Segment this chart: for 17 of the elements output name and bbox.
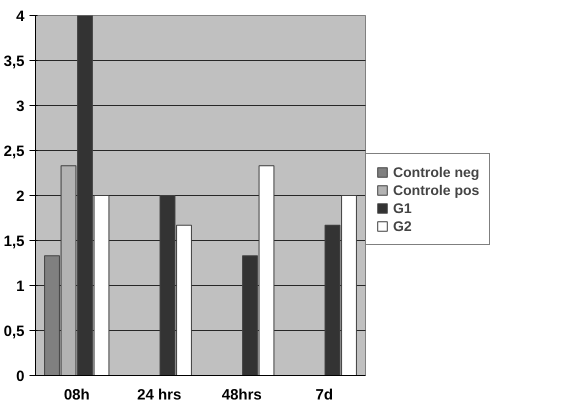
y-tick-label: 4 xyxy=(16,8,26,25)
legend-label: G1 xyxy=(393,200,413,216)
y-tick-label: 1 xyxy=(16,278,24,295)
x-tick-label: 24 hrs xyxy=(137,386,182,404)
y-tick-label: 3 xyxy=(16,98,24,115)
x-tick-label: 48hrs xyxy=(222,386,262,404)
y-tick-label: 3,5 xyxy=(4,53,25,70)
y-tick-label: 1,5 xyxy=(4,233,25,250)
legend-label: Controle pos xyxy=(393,182,480,198)
y-tick-label: 0,5 xyxy=(4,323,25,340)
y-tick-label: 2 xyxy=(16,188,24,205)
x-tick-label: 7d xyxy=(316,386,334,404)
legend-label: G2 xyxy=(393,218,413,234)
y-tick-label: 0 xyxy=(16,368,24,385)
legend-label: Controle neg xyxy=(393,164,480,180)
y-tick-label: 2,5 xyxy=(4,143,25,160)
x-tick-label: 08h xyxy=(64,386,90,404)
